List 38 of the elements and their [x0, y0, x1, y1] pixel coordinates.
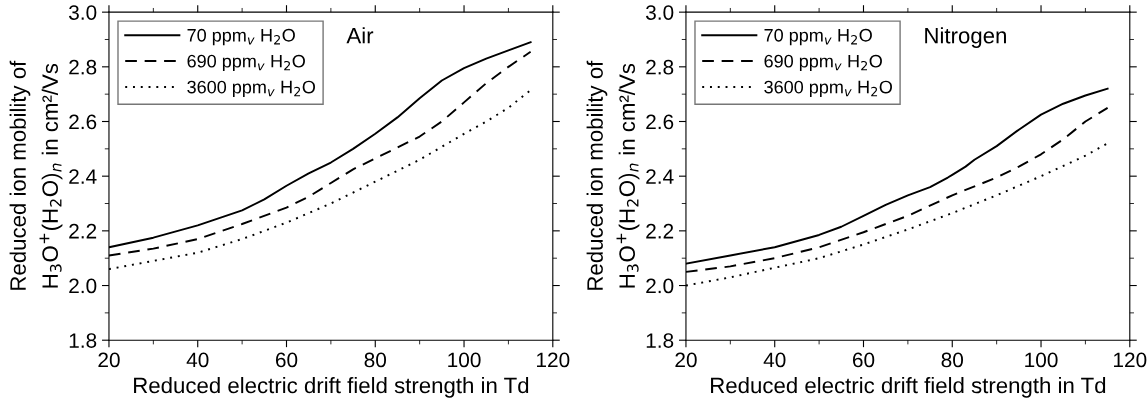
y-tick-label: 2.4 [69, 169, 97, 184]
x-tick-label: 20 [675, 352, 697, 368]
x-tick-label: 120 [537, 352, 570, 368]
legend-label: 3600 ppm$_{v}$ H$_{2}$O [187, 80, 315, 98]
y-tick-label: 2.0 [646, 278, 674, 294]
y-tick-label: 2.8 [69, 59, 97, 75]
x-tick-label: 20 [98, 352, 120, 368]
y-tick-label: 2.2 [69, 223, 97, 239]
y-tick-label: 2.4 [646, 169, 674, 184]
x-axis-title: Reduced electric drift field strength in Td [711, 376, 1106, 398]
y-tick-label: 2.8 [646, 59, 674, 75]
y-tick-label: 3.0 [645, 5, 674, 20]
x-tick-label: 120 [1114, 352, 1147, 368]
text: Reduced ion mobility of H$_{3}$O$^{+}$(H$_{2}$O)$_{n}$ in cm²/Vs [9, 60, 63, 290]
x-tick-label: 40 [763, 352, 786, 368]
y-tick-label: 3.0 [69, 5, 97, 20]
legend-label: 70 ppm$_{v}$ H$_{2}$O [187, 28, 295, 46]
legend-label: 690 ppm$_{v}$ H$_{2}$O [187, 54, 305, 72]
y-tick-label: 2.0 [69, 278, 97, 294]
annotation: Air [346, 27, 374, 44]
x-tick-label: 80 [941, 352, 964, 368]
x-tick-label: 100 [448, 352, 481, 368]
y-tick-label: 1.8 [69, 333, 97, 348]
legend-label: 70 ppm$_{v}$ H$_{2}$O [764, 28, 872, 46]
y-tick-label: 2.6 [646, 114, 674, 130]
legend-label: 3600 ppm$_{v}$ H$_{2}$O [764, 80, 892, 98]
x-tick-label: 100 [1025, 352, 1058, 368]
x-tick-label: 40 [186, 352, 209, 368]
y-tick-label: 2.6 [69, 114, 97, 130]
x-tick-label: 60 [275, 352, 298, 368]
y-tick-label: 2.2 [646, 223, 674, 239]
x-tick-label: 60 [852, 352, 875, 368]
y-tick-label: 1.8 [646, 333, 674, 348]
legend-label: 690 ppm$_{v}$ H$_{2}$O [764, 54, 882, 72]
x-axis-title: Reduced electric drift field strength in Td [134, 376, 529, 398]
annotation: Nitrogen [925, 27, 1006, 48]
text: Reduced ion mobility of H$_{3}$O$^{+}$(H$_{2}$O)$_{n}$ in cm²/Vs [586, 60, 640, 290]
x-tick-label: 80 [364, 352, 387, 368]
